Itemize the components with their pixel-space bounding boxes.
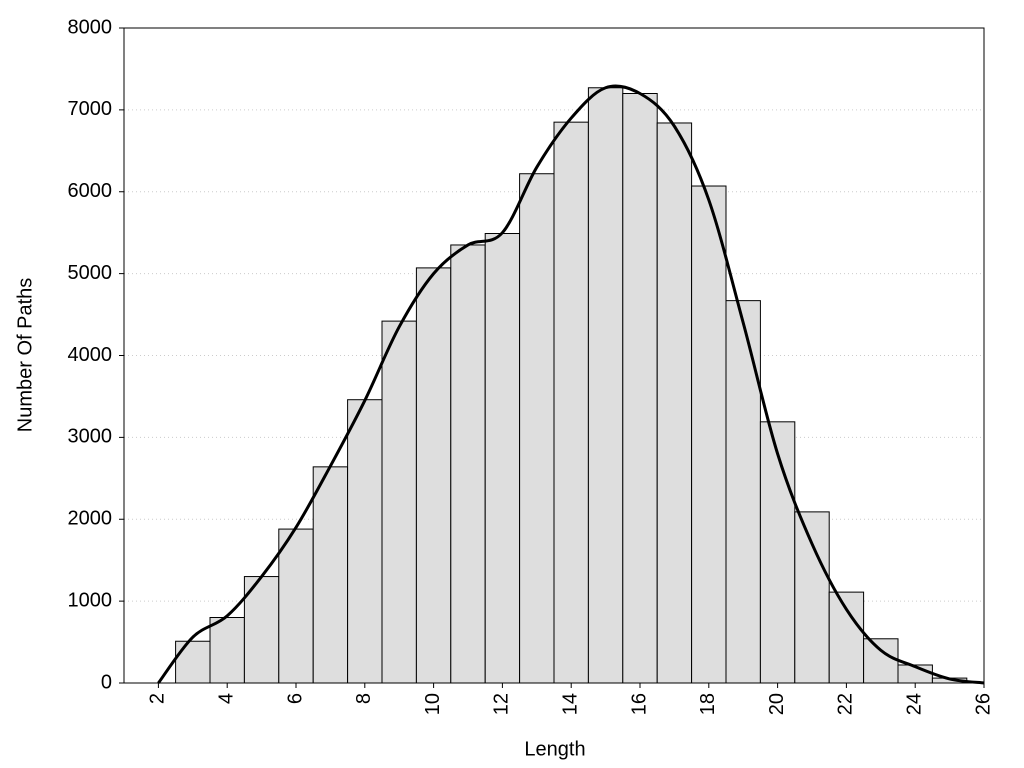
x-tick-label: 10: [422, 693, 444, 715]
y-tick-label: 1000: [68, 589, 113, 611]
y-tick-label: 5000: [68, 262, 113, 284]
histogram-bar: [656, 122, 693, 684]
plot-frame: [123, 27, 985, 684]
histogram-bar: [622, 93, 658, 684]
histogram-bar: [450, 244, 486, 684]
histogram-bar: [553, 121, 589, 684]
y-tick-label: 6000: [68, 180, 113, 202]
histogram-bar: [794, 511, 830, 684]
histogram-bar: [312, 466, 349, 684]
x-tick-label: 14: [559, 693, 581, 715]
density-curve: [157, 84, 985, 685]
y-tick-label: 8000: [68, 16, 113, 38]
x-tick-label: 26: [972, 693, 994, 715]
histogram-bar: [484, 233, 521, 684]
histogram-bar: [209, 617, 245, 684]
histogram-bar: [519, 173, 555, 684]
histogram-bar: [175, 640, 211, 684]
histogram-bar: [587, 87, 624, 684]
histogram-bar: [725, 300, 761, 684]
x-tick-label: 2: [147, 693, 169, 704]
histogram-bar: [863, 638, 899, 684]
histogram-bar: [759, 421, 796, 684]
histogram-bar: [243, 576, 280, 684]
x-tick-label: 24: [903, 693, 925, 715]
x-tick-label: 8: [353, 693, 375, 704]
x-tick-label: 6: [284, 693, 306, 704]
histogram-bar: [381, 320, 417, 684]
y-tick-label: 0: [101, 671, 112, 693]
x-tick-label: 22: [835, 693, 857, 715]
histogram-bar: [278, 528, 314, 684]
x-tick-label: 20: [766, 693, 788, 715]
y-tick-label: 3000: [68, 426, 113, 448]
y-tick-label: 7000: [68, 98, 113, 120]
x-tick-label: 12: [491, 693, 513, 715]
histogram-bar: [828, 591, 865, 684]
histogram-bar: [691, 185, 727, 684]
histogram-bar: [347, 399, 383, 684]
y-tick-label: 2000: [68, 508, 113, 530]
histogram-bar: [415, 267, 452, 684]
x-axis-label: Length: [524, 738, 585, 760]
x-tick-label: 18: [697, 693, 719, 715]
x-tick-label: 16: [628, 693, 650, 715]
x-tick-label: 4: [215, 693, 237, 704]
y-tick-label: 4000: [68, 344, 113, 366]
y-axis-label: Number Of Paths: [14, 278, 36, 433]
